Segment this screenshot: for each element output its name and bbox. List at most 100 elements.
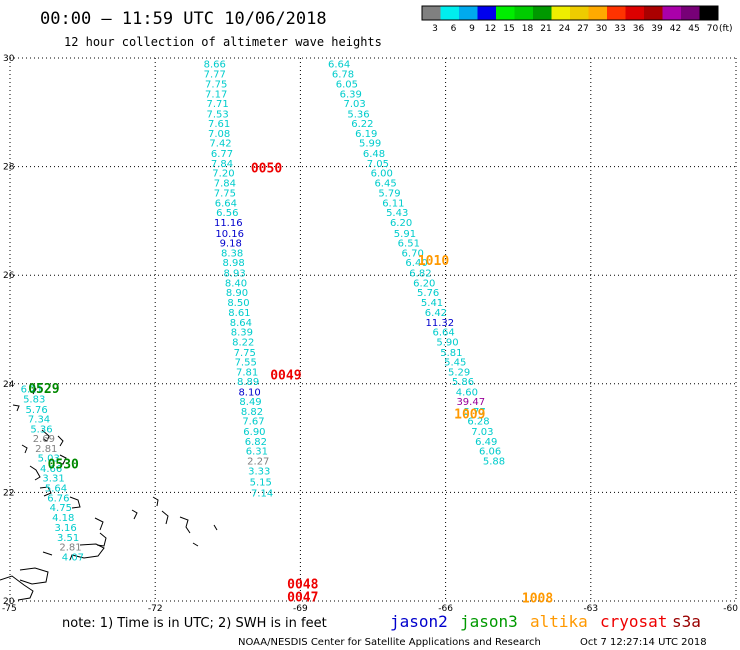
wave-height-value: 6.40 — [405, 258, 427, 269]
wave-height-value: 8.66 — [204, 59, 226, 70]
lon-tick-label: -72 — [148, 604, 163, 614]
wave-height-value: 8.10 — [238, 387, 260, 398]
legend-swatch — [440, 6, 459, 20]
wave-height-value: 2.27 — [247, 456, 269, 467]
satellite-legend: jason2 jason3 altika cryosat s3a — [390, 612, 701, 631]
legend-swatch — [533, 6, 552, 20]
track-c: 6.215.835.767.345.362.692.815.034.663.31… — [21, 385, 84, 564]
wave-height-value: 7.08 — [208, 129, 230, 140]
pass-time-label: 0530 — [48, 458, 79, 473]
satellite-label: altika — [530, 612, 588, 631]
wave-height-value: 7.75 — [214, 189, 236, 200]
wave-height-value: 7.05 — [367, 159, 389, 170]
wave-height-tracks: 8.667.777.757.177.717.537.617.087.426.77… — [21, 59, 505, 563]
legend-label: 3 — [432, 24, 438, 34]
lon-tick-label: -69 — [293, 604, 308, 614]
wave-height-value: 5.43 — [386, 208, 408, 219]
wave-height-value: 8.40 — [225, 278, 247, 289]
wave-height-value: 7.61 — [208, 119, 230, 130]
legend-unit: (ft) — [719, 24, 733, 34]
wave-height-value: 7.17 — [205, 89, 227, 100]
wave-height-value: 6.64 — [215, 198, 237, 209]
wave-height-value: 39.47 — [456, 397, 485, 408]
wave-height-value: 6.78 — [332, 70, 354, 81]
wave-height-value: 6.45 — [374, 178, 396, 189]
color-legend: 3 6 9 12 15 18 21 24 27 30 33 36 39 42 45 70 — [421, 5, 719, 34]
map-gridlines — [9, 57, 737, 602]
wave-height-value: 5.81 — [440, 348, 462, 359]
wave-height-value: 4.75 — [50, 503, 72, 514]
legend-swatch — [681, 6, 700, 20]
lat-tick-label: 30 — [3, 54, 15, 64]
lon-tick-label: -60 — [723, 604, 738, 614]
wave-height-value: 6.82 — [245, 437, 267, 448]
wave-height-value: 7.34 — [28, 415, 50, 426]
legend-label: 27 — [577, 24, 588, 34]
pass-time-label: 0048 — [287, 578, 318, 593]
legend-swatch — [662, 6, 681, 20]
lat-tick-label: 28 — [3, 163, 15, 173]
wave-height-value: 6.70 — [402, 248, 424, 259]
wave-height-value: 7.03 — [343, 99, 365, 110]
wave-height-value: 2.81 — [35, 444, 57, 455]
lon-tick-label: -63 — [583, 604, 598, 614]
wave-height-value: 4.66 — [40, 464, 62, 475]
satellite-label: jason2 — [390, 612, 448, 631]
legend-label: 33 — [614, 24, 625, 34]
legend-label: 36 — [633, 24, 645, 34]
wave-height-value: 8.38 — [221, 248, 243, 259]
legend-label: 39 — [651, 24, 663, 34]
wave-height-value: 5.86 — [452, 377, 474, 388]
wave-height-value: 5.88 — [483, 456, 505, 467]
pass-time-label: 0049 — [270, 369, 301, 384]
wave-height-value: 7.55 — [235, 358, 257, 369]
wave-height-value: 6.39 — [340, 89, 362, 100]
legend-swatch — [607, 6, 626, 20]
legend-label: 45 — [688, 24, 699, 34]
wave-height-value: 5.90 — [436, 337, 458, 348]
wave-height-value: 7.20 — [212, 169, 234, 180]
wave-height-value: 6.21 — [21, 385, 43, 396]
wave-height-value: 4.07 — [62, 552, 84, 563]
wave-height-value: 7.75 — [234, 348, 256, 359]
wave-height-value: 4.18 — [52, 513, 74, 524]
pass-time-label: 1010 — [418, 254, 449, 269]
wave-height-value: 6.28 — [467, 417, 489, 428]
wave-height-value: 10.16 — [215, 229, 244, 240]
pass-time-label: 1009 — [454, 408, 485, 423]
legend-swatch — [625, 6, 644, 20]
wave-height-value: 8.98 — [222, 258, 244, 269]
legend-label: 18 — [522, 24, 534, 34]
wave-height-value: 7.14 — [251, 488, 273, 499]
wave-height-value: 6.20 — [413, 278, 435, 289]
axis-tick-labels: -75 -72 -69 -66 -63 -60 30 28 26 24 22 20 — [2, 54, 738, 614]
wave-height-value: 6.64 — [328, 59, 350, 70]
wave-height-value: 5.76 — [417, 288, 439, 299]
wave-height-value: 6.06 — [479, 447, 501, 458]
wave-height-value: 6.77 — [211, 149, 233, 160]
footer-timestamp: Oct 7 12:27:14 UTC 2018 — [580, 637, 707, 648]
lon-tick-label: -66 — [438, 604, 453, 614]
wave-height-value: 8.61 — [228, 308, 250, 319]
lat-tick-label: 26 — [3, 271, 15, 281]
legend-swatch — [699, 6, 718, 20]
legend-swatch — [477, 6, 496, 20]
wave-height-value: 7.84 — [214, 178, 236, 189]
lat-tick-label: 22 — [3, 488, 14, 498]
wave-height-value: 7.71 — [207, 99, 229, 110]
wave-height-value: 6.48 — [363, 149, 385, 160]
wave-height-value: 6.42 — [425, 308, 447, 319]
wave-height-value: 8.50 — [227, 298, 249, 309]
coastline-islands — [0, 384, 218, 601]
wave-height-value: 6.64 — [433, 328, 455, 339]
wave-height-value: 6.31 — [246, 447, 268, 458]
satellite-label: jason3 — [460, 612, 518, 631]
wave-height-value: 3.51 — [57, 533, 79, 544]
wave-height-value: 2.81 — [59, 543, 81, 554]
legend-swatch — [514, 6, 533, 20]
legend-label: 9 — [469, 24, 475, 34]
wave-height-value: 5.76 — [25, 405, 47, 416]
wave-height-value: 3.31 — [42, 474, 64, 485]
